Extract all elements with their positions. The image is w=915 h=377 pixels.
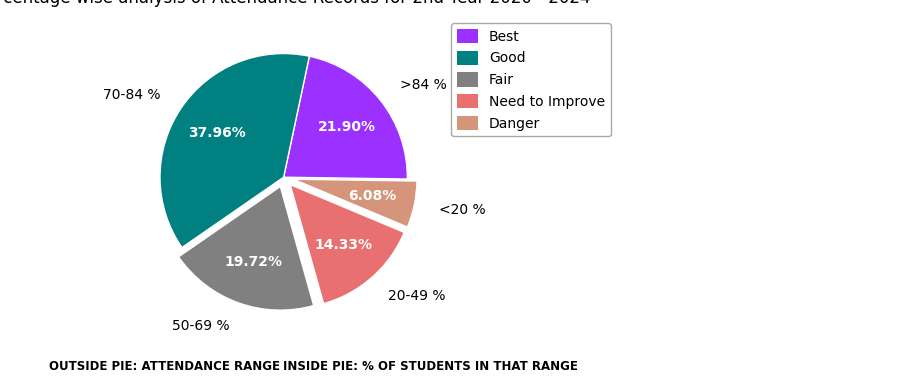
Text: >84 %: >84 %	[400, 78, 447, 92]
Wedge shape	[290, 185, 404, 303]
Text: 21.90%: 21.90%	[318, 120, 375, 134]
Text: 50-69 %: 50-69 %	[172, 319, 230, 333]
Text: 6.08%: 6.08%	[348, 188, 396, 203]
Wedge shape	[160, 54, 309, 248]
Text: 14.33%: 14.33%	[315, 238, 372, 252]
Text: INSIDE PIE: % OF STUDENTS IN THAT RANGE: INSIDE PIE: % OF STUDENTS IN THAT RANGE	[283, 360, 577, 373]
Text: 37.96%: 37.96%	[188, 126, 245, 139]
Wedge shape	[284, 56, 407, 179]
Text: 70-84 %: 70-84 %	[102, 88, 160, 102]
Text: OUTSIDE PIE: ATTENDANCE RANGE: OUTSIDE PIE: ATTENDANCE RANGE	[49, 360, 280, 373]
Title: Percentage wise analysis of Attendance Records for 2nd Year 2020 - 2024: Percentage wise analysis of Attendance R…	[0, 0, 590, 7]
Text: <20 %: <20 %	[438, 202, 485, 216]
Text: 19.72%: 19.72%	[224, 255, 282, 269]
Wedge shape	[178, 187, 314, 310]
Legend: Best, Good, Fair, Need to Improve, Danger: Best, Good, Fair, Need to Improve, Dange…	[451, 23, 610, 136]
Text: 20-49 %: 20-49 %	[389, 289, 446, 303]
Wedge shape	[294, 179, 417, 227]
